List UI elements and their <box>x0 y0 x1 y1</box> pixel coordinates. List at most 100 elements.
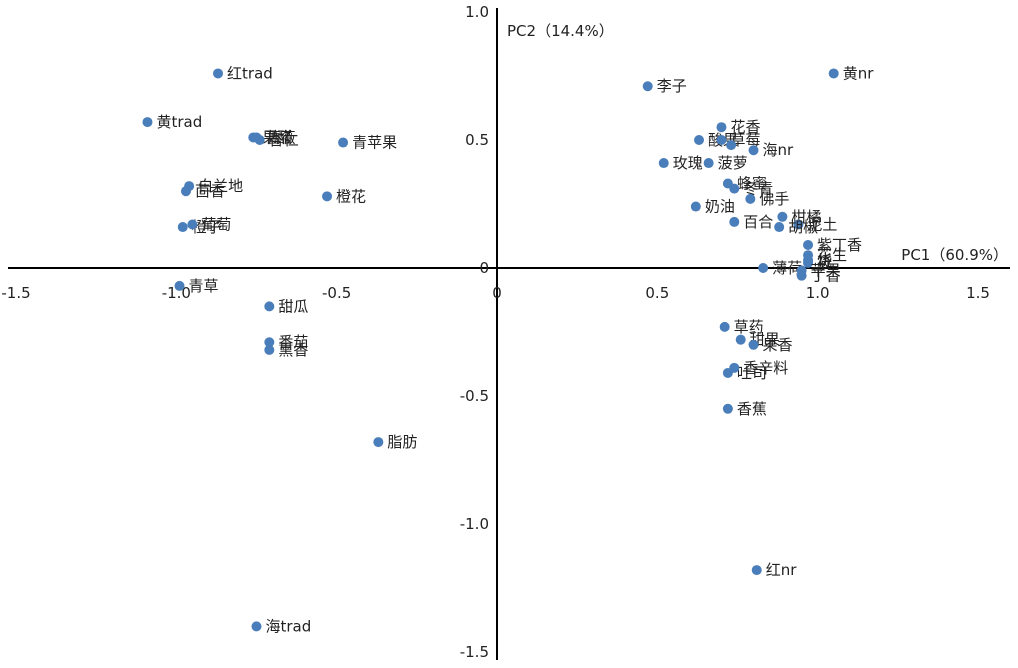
data-point <box>213 68 224 79</box>
axes <box>8 8 1010 660</box>
y-tick-label: -0.5 <box>460 387 489 405</box>
data-point-label: 海nr <box>763 141 795 159</box>
data-point <box>758 263 769 273</box>
data-point <box>322 191 333 202</box>
x-tick-labels: -1.5 -1.0 -0.5 0 0.5 1.0 1.5 <box>1 284 990 302</box>
data-point-label: 百合 <box>743 213 773 231</box>
data-point-label: 吐司 <box>737 364 767 382</box>
data-point-label: 草莓 <box>730 131 760 149</box>
data-point-label: 甜瓜 <box>278 297 308 315</box>
y-tick-label: 0 <box>479 259 489 277</box>
data-point <box>729 362 740 373</box>
data-point <box>748 339 759 350</box>
data-point <box>796 270 807 281</box>
data-point-label: 苹果 <box>811 262 841 280</box>
data-point <box>177 222 188 233</box>
data-point-label: 橙花 <box>336 187 366 205</box>
data-point <box>774 222 785 233</box>
data-point-label: 白兰地 <box>198 177 243 195</box>
data-point-label: 花香 <box>730 118 760 136</box>
data-point-label: 果香 <box>763 336 793 354</box>
data-point <box>803 257 814 268</box>
data-point <box>729 216 740 227</box>
x-tick-label: -0.5 <box>322 284 351 302</box>
data-point <box>142 117 153 128</box>
y-tick-label: -1.0 <box>460 515 489 533</box>
data-point <box>716 122 727 133</box>
data-point-label: 烧 <box>817 251 832 269</box>
data-point <box>251 621 262 632</box>
data-point <box>187 219 198 230</box>
data-point-label: 紫丁香 <box>817 236 862 254</box>
data-point-label: 黄trad <box>156 113 202 131</box>
data-point <box>751 565 762 576</box>
data-point <box>777 211 788 222</box>
data-point-label: 筱 <box>817 254 832 272</box>
data-point <box>690 201 701 212</box>
y-tick-labels: 1.0 0.5 0 -0.5 -1.0 -1.5 <box>460 3 489 661</box>
data-point-label: 红trad <box>227 64 273 82</box>
data-point <box>716 135 727 145</box>
data-point <box>722 403 733 414</box>
data-point <box>726 140 737 151</box>
data-point-label: 薄荷 <box>772 259 802 277</box>
data-point-label: 脂肪 <box>387 433 417 451</box>
data-point <box>658 158 669 169</box>
data-point-label: 泥土 <box>807 215 837 233</box>
x-tick-label: 0 <box>492 284 502 302</box>
data-point <box>373 437 384 448</box>
data-point-label: 海trad <box>266 617 312 635</box>
data-point-label: 丁香 <box>811 267 841 285</box>
data-point-label: 葡萄 <box>201 215 231 233</box>
x-axis-title: PC1（60.9%） <box>901 246 1008 264</box>
data-point-label: 玫瑰 <box>673 154 703 172</box>
data-point <box>719 321 730 332</box>
x-tick-label: 1.0 <box>806 284 830 302</box>
data-point-label: 冬青 <box>743 180 773 198</box>
data-point-label: 胡椒 <box>788 218 818 236</box>
data-point-label: 菠萝 <box>718 154 748 172</box>
data-point <box>264 344 275 355</box>
data-point <box>264 337 275 348</box>
y-tick-label: -1.5 <box>460 643 489 661</box>
data-point <box>748 145 759 156</box>
data-point-label: 李子 <box>657 77 687 95</box>
data-point <box>264 301 275 312</box>
data-point-label: 番茄 <box>278 333 308 351</box>
data-point-label: 蔷薇 <box>266 128 296 146</box>
data-point-label: 熏香 <box>278 341 308 359</box>
data-point-label: 青草 <box>189 277 219 295</box>
data-point-label: 红nr <box>766 561 798 579</box>
data-point-label: 香蕉 <box>737 400 767 418</box>
x-tick-label: 0.5 <box>645 284 669 302</box>
data-point <box>735 334 746 345</box>
data-point <box>174 280 185 291</box>
data-point <box>828 68 839 79</box>
data-point <box>803 239 814 250</box>
data-point-label: 草药 <box>734 318 764 336</box>
data-point <box>694 135 705 145</box>
data-point-label: 黄nr <box>843 64 875 82</box>
y-tick-label: 0.5 <box>465 131 489 149</box>
data-point <box>729 183 740 194</box>
data-point-label: 蜂蜜 <box>737 175 767 193</box>
data-point <box>745 193 756 204</box>
data-point-label: 奶油 <box>705 198 735 216</box>
data-point <box>642 81 653 92</box>
data-point <box>338 137 349 148</box>
y-tick-label: 1.0 <box>465 3 489 21</box>
data-point-label: 橙子 <box>192 218 222 236</box>
data-point-label: 香辛料 <box>743 359 788 377</box>
data-point-label: 杏仁 <box>269 131 299 149</box>
x-tick-label: -1.5 <box>1 284 30 302</box>
y-axis-title: PC2（14.4%） <box>507 22 614 40</box>
data-point-label: 佛手 <box>759 190 789 208</box>
data-point-label: 花生 <box>817 246 847 264</box>
data-point-label: 茴香 <box>195 182 225 200</box>
x-tick-label: 1.5 <box>966 284 990 302</box>
data-point <box>184 181 195 192</box>
data-point-label: 青苹果 <box>352 134 397 152</box>
data-point-label: 果醋 <box>262 128 292 146</box>
